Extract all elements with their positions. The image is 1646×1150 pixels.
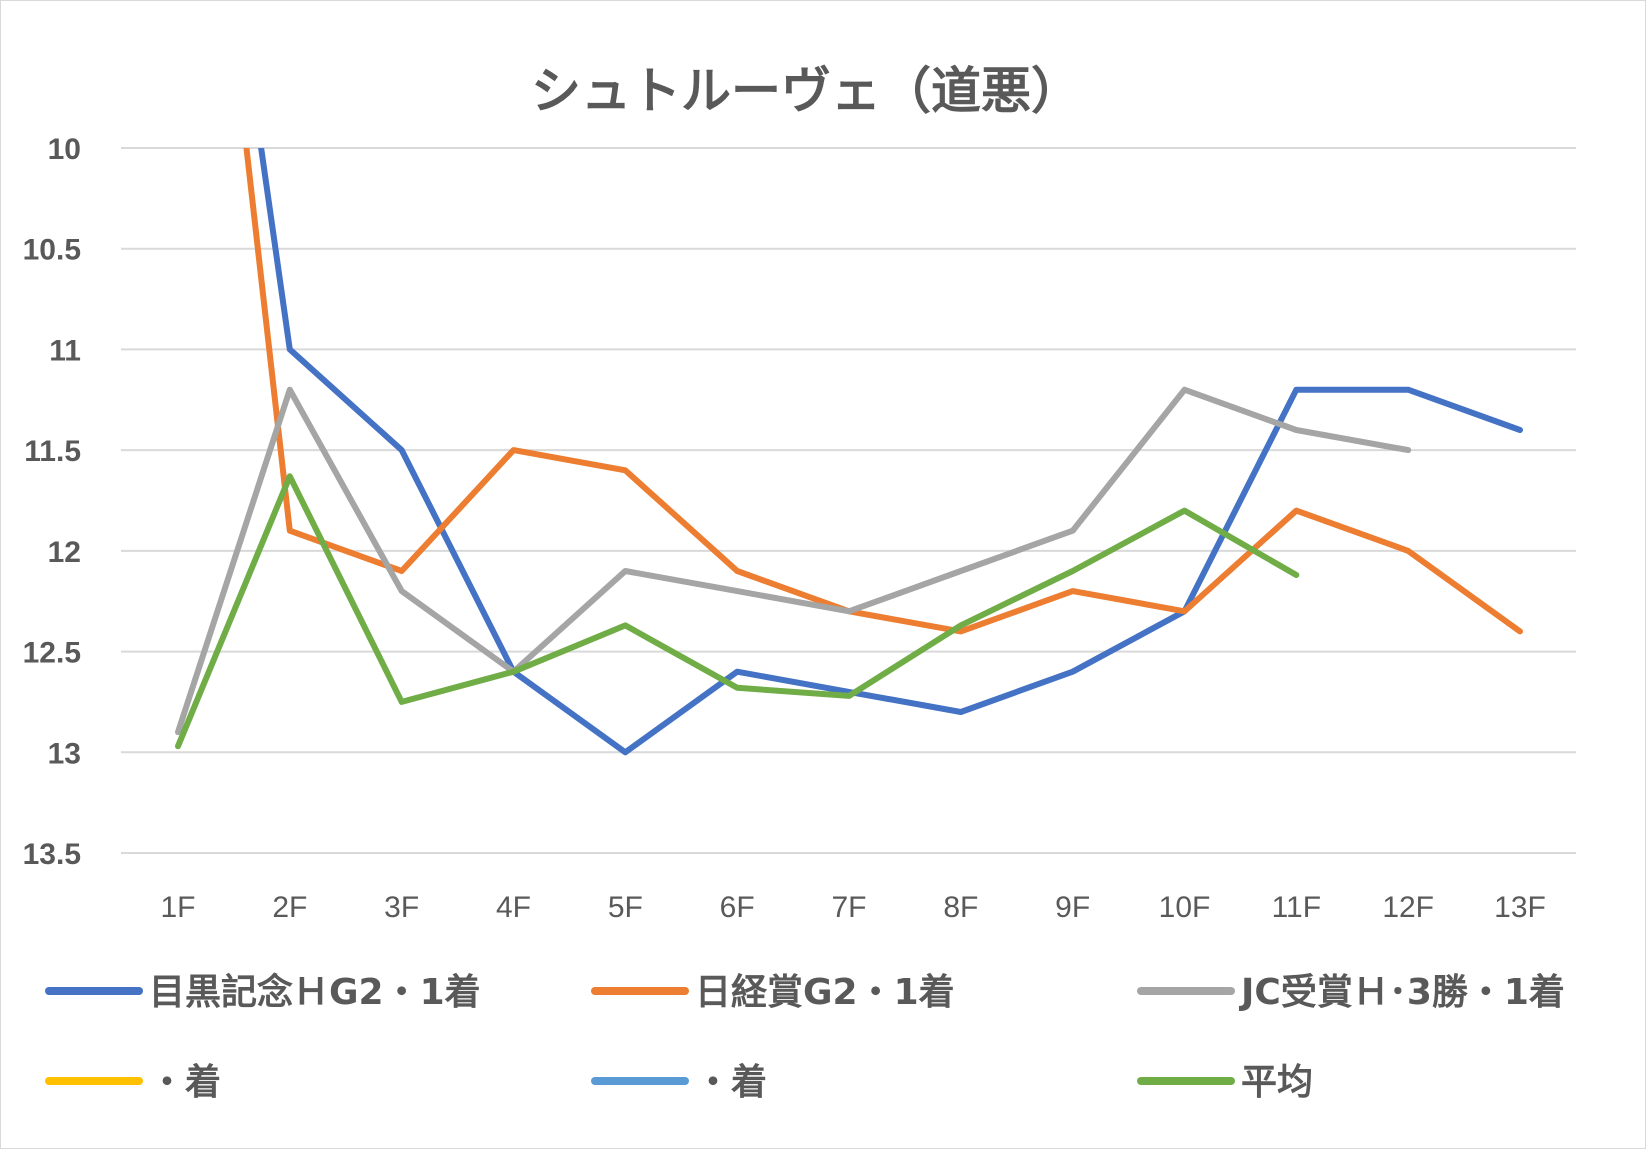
x-tick-label: 5F <box>608 891 643 924</box>
y-tick-label: 13 <box>48 737 81 770</box>
y-tick-label: 11 <box>49 334 81 367</box>
legend-label: 日経賞G2・1着 <box>695 972 955 1013</box>
chart-title: シュトルーヴェ（道悪） <box>531 62 1081 120</box>
legend-label: ・着 <box>695 1062 767 1103</box>
x-tick-label: 12F <box>1382 891 1434 924</box>
x-tick-label: 10F <box>1159 891 1211 924</box>
x-axis-ticks: 1F 2F 3F 4F 5F 6F 7F 8F 9F 10F 11F 12F 13F <box>160 891 1545 924</box>
x-tick-label: 9F <box>1055 891 1090 924</box>
x-tick-label: 7F <box>831 891 866 924</box>
series-lines <box>175 148 1523 756</box>
gridlines <box>121 147 1576 854</box>
x-tick-label: 13F <box>1494 891 1546 924</box>
series-line-5 <box>175 473 1300 750</box>
x-tick-label: 2F <box>272 891 307 924</box>
y-tick-label: 11.5 <box>24 435 81 468</box>
series-line-0 <box>258 148 1523 756</box>
legend-label: 平均 <box>1241 1062 1313 1103</box>
series-line-2 <box>175 386 1412 736</box>
x-tick-label: 4F <box>496 891 531 924</box>
x-tick-label: 1F <box>160 891 195 924</box>
y-axis-ticks: 10 10.5 11 11.5 12 12.5 13 13.5 <box>23 133 81 871</box>
legend-label: 目黒記念ＨG2・1着 <box>149 971 481 1013</box>
x-tick-label: 3F <box>384 891 419 924</box>
legend-label: JC受賞Ｈ･3勝・1着 <box>1238 972 1565 1013</box>
legend: 目黒記念ＨG2・1着 日経賞G2・1着 JC受賞Ｈ･3勝・1着・着 ・着 平均 <box>45 971 1565 1103</box>
x-tick-label: 11F <box>1272 891 1321 924</box>
legend-label: ・着 <box>149 1062 221 1103</box>
y-tick-label: 12 <box>48 536 81 569</box>
y-tick-label: 12.5 <box>23 637 81 670</box>
x-tick-label: 8F <box>943 891 978 924</box>
y-tick-label: 10 <box>48 133 81 166</box>
y-tick-label: 10.5 <box>23 234 81 267</box>
x-tick-label: 6F <box>720 891 755 924</box>
y-tick-label: 13.5 <box>23 838 81 871</box>
